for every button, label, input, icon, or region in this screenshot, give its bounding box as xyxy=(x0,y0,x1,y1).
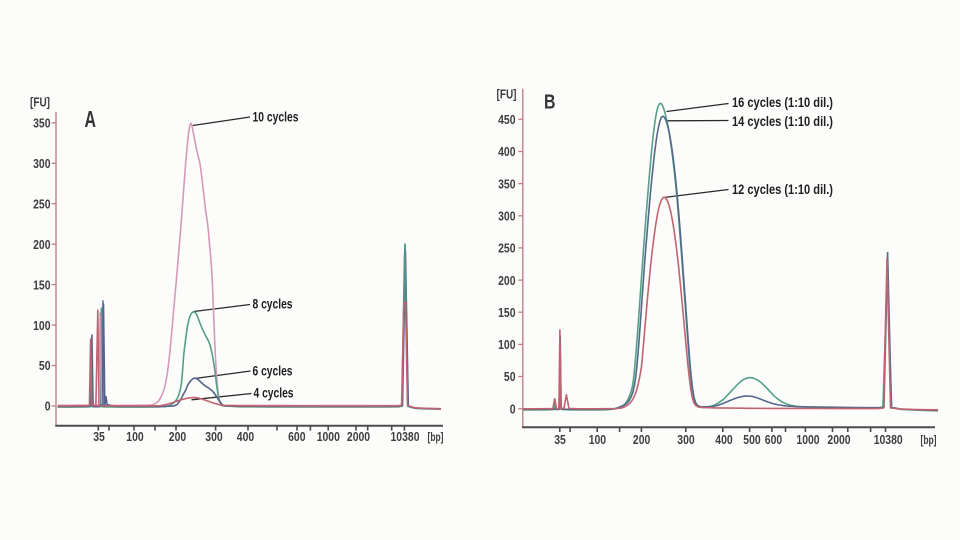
svg-text:35: 35 xyxy=(554,433,566,447)
svg-text:[bp]: [bp] xyxy=(921,433,937,447)
svg-text:500: 500 xyxy=(743,433,760,447)
svg-text:8 cycles: 8 cycles xyxy=(253,296,293,312)
svg-text:300: 300 xyxy=(33,157,50,171)
svg-text:A: A xyxy=(85,106,97,132)
svg-text:[FU]: [FU] xyxy=(497,87,517,101)
svg-text:200: 200 xyxy=(33,238,50,252)
svg-text:300: 300 xyxy=(205,430,222,444)
svg-text:150: 150 xyxy=(33,278,50,292)
svg-text:[FU]: [FU] xyxy=(30,96,50,110)
svg-text:150: 150 xyxy=(498,306,515,320)
svg-text:1000: 1000 xyxy=(796,433,819,447)
svg-text:2000: 2000 xyxy=(827,433,850,447)
svg-text:200: 200 xyxy=(169,430,186,444)
svg-text:50: 50 xyxy=(504,370,516,384)
svg-text:100: 100 xyxy=(33,319,50,333)
svg-text:0: 0 xyxy=(510,402,516,416)
svg-text:100: 100 xyxy=(589,433,606,447)
svg-text:2000: 2000 xyxy=(347,430,370,444)
svg-text:35: 35 xyxy=(93,430,105,444)
svg-text:200: 200 xyxy=(633,433,650,447)
svg-text:50: 50 xyxy=(39,359,51,373)
svg-text:12 cycles (1:10 dil.): 12 cycles (1:10 dil.) xyxy=(732,181,833,197)
svg-text:400: 400 xyxy=(237,430,254,444)
svg-text:250: 250 xyxy=(33,197,50,211)
svg-text:100: 100 xyxy=(498,338,515,352)
svg-text:14 cycles (1:10 dil.): 14 cycles (1:10 dil.) xyxy=(732,113,833,129)
svg-text:250: 250 xyxy=(498,242,515,256)
svg-text:16 cycles (1:10 dil.): 16 cycles (1:10 dil.) xyxy=(732,94,833,110)
svg-text:350: 350 xyxy=(498,177,515,191)
svg-text:100: 100 xyxy=(126,430,143,444)
svg-text:1000: 1000 xyxy=(317,430,340,444)
svg-text:4 cycles: 4 cycles xyxy=(254,385,294,401)
svg-text:10 cycles: 10 cycles xyxy=(253,108,299,124)
svg-text:0: 0 xyxy=(45,400,51,414)
svg-text:10380: 10380 xyxy=(391,430,420,444)
svg-text:10380: 10380 xyxy=(874,433,903,447)
svg-text:600: 600 xyxy=(765,433,782,447)
svg-text:200: 200 xyxy=(498,274,515,288)
svg-text:300: 300 xyxy=(498,209,515,223)
svg-text:450: 450 xyxy=(498,113,515,127)
svg-text:B: B xyxy=(544,92,556,114)
svg-text:400: 400 xyxy=(715,433,732,447)
svg-text:6 cycles: 6 cycles xyxy=(253,362,293,378)
svg-text:350: 350 xyxy=(33,117,50,131)
svg-text:300: 300 xyxy=(677,433,694,447)
svg-text:[bp]: [bp] xyxy=(428,430,444,444)
svg-text:400: 400 xyxy=(498,145,515,159)
svg-text:600: 600 xyxy=(288,430,305,444)
